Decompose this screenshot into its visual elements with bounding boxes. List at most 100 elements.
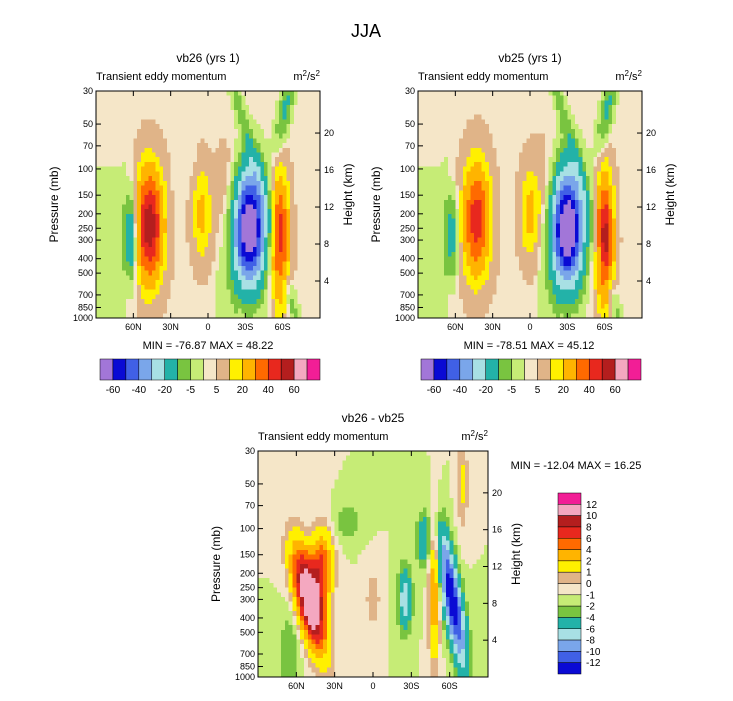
contour-cell [571,119,576,125]
contour-cell [249,138,254,144]
contour-cell [129,119,134,125]
contour-cell [530,180,535,186]
contour-cell [110,105,116,111]
contour-cell [474,95,479,101]
contour-cell [211,313,216,319]
contour-cell [196,289,201,295]
contour-cell [574,228,579,234]
contour-cell [440,119,445,125]
contour-cell [249,308,254,314]
contour-cell [503,114,508,120]
contour-cell [293,119,298,125]
contour-cell [455,228,460,234]
contour-cell [196,199,201,205]
contour-cell [215,251,220,257]
contour-cell [515,138,520,144]
contour-cell [200,171,205,177]
contour-cell [159,251,164,257]
contour-cell [219,251,224,257]
contour-cell [234,313,239,319]
contour-cell [222,251,228,257]
contour-cell [634,185,639,191]
contour-cell [211,124,216,130]
contour-cell [208,190,213,196]
contour-cell [196,176,201,182]
contour-cell [305,114,310,120]
contour-cell [163,171,168,177]
contour-cell [608,218,613,224]
contour-cell [582,147,587,153]
contour-cell [196,261,201,267]
contour-cell [219,303,224,309]
contour-cell [470,124,475,130]
contour-cell [630,199,635,205]
contour-cell [125,147,130,153]
contour-cell [122,147,127,153]
contour-cell [627,195,632,201]
contour-cell [208,138,213,144]
contour-cell [260,299,265,305]
contour-cell [518,128,523,134]
contour-cell [440,209,445,215]
contour-cell [301,100,306,106]
contour-cell [459,119,464,125]
contour-cell [604,199,609,205]
contour-cell [241,308,246,314]
contour-cell [556,119,561,125]
contour-cell [278,119,284,125]
contour-cell [630,213,635,220]
contour-cell [612,152,617,158]
contour-cell [432,223,438,229]
contour-cell [208,299,213,305]
contour-cell [129,133,134,139]
contour-cell [107,299,112,305]
contour-cell [522,237,527,243]
contour-cell [597,105,602,111]
contour-cell [118,152,123,158]
contour-cell [556,199,561,205]
contour-cell [582,124,587,130]
colorbar-swatch [267,358,282,381]
contour-cell [196,171,201,177]
contour-cell [267,152,272,158]
contour-cell [234,105,239,111]
contour-cell [178,232,183,239]
contour-cell [604,133,609,139]
contour-cell [264,237,269,243]
contour-cell [627,237,632,243]
contour-cell [267,228,272,234]
contour-cell [125,95,130,101]
contour-cell [267,256,272,262]
contour-cell [159,228,164,234]
contour-cell [144,91,149,97]
contour-cell [593,109,598,116]
contour-cell [582,204,587,210]
contour-cell [638,91,643,97]
contour-cell [196,223,201,229]
contour-cell [118,114,123,120]
contour-cell [99,171,104,177]
contour-cell [271,105,276,111]
contour-cell [174,195,179,201]
contour-cell [140,119,145,125]
contour-cell [586,91,591,97]
contour-cell [129,308,134,314]
contour-cell [548,128,553,134]
contour-cell [159,213,164,220]
contour-cell [282,119,287,125]
contour-cell [170,270,175,276]
contour-cell [600,91,606,97]
contour-cell [155,303,160,309]
contour-cell [200,303,205,309]
contour-cell [597,176,602,182]
contour-cell [293,237,298,243]
contour-cell [226,190,231,196]
contour-cell [125,237,130,243]
contour-cell [541,109,546,116]
contour-cell [608,176,613,182]
contour-cell [166,275,172,281]
contour-cell [103,261,108,267]
contour-cell [129,204,134,210]
contour-cell [515,209,520,215]
contour-cell [256,152,261,158]
